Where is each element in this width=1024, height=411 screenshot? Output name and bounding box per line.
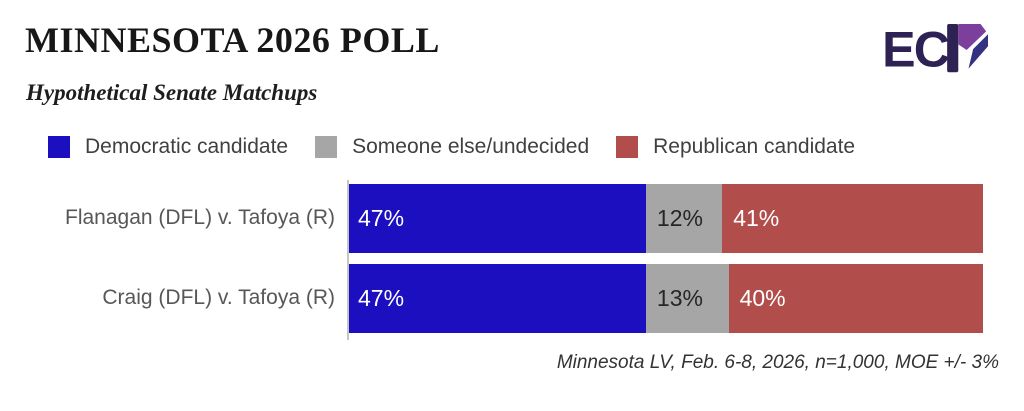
legend-swatch [48,135,70,158]
chart-rows: Flanagan (DFL) v. Tafoya (R) 47% 12% 41% Cra… [0,183,1024,333]
bar-value-label: 47% [358,204,405,231]
legend-item: Republican candidate [616,135,856,159]
page-subtitle: Hypothetical Senate Matchups [26,80,318,106]
chart-axis-line [347,179,349,340]
stacked-bar: 47% 12% 41% [347,183,983,253]
bar-row-label: Craig (DFL) v. Tafoya (R) [102,286,335,310]
bar-value-label: 12% [656,204,703,231]
ecp-logo: EC [882,22,990,78]
bar-value-label: 47% [358,284,405,311]
bar-segment-republican-candidate: 41% [722,183,983,253]
bar-value-label: 41% [733,204,780,231]
legend-swatch [315,135,338,158]
legend-swatch [616,135,639,158]
bar-value-label: 40% [739,284,786,311]
bar-segment-someone-else-undecided: 13% [645,263,729,333]
bar-row: Craig (DFL) v. Tafoya (R) 47% 13% 40% [0,263,1024,333]
legend-label: Someone else/undecided [352,135,590,159]
legend-label: Democratic candidate [85,135,289,159]
stacked-bar: 47% 13% 40% [347,263,983,333]
bar-value-label: 13% [656,284,703,311]
bar-row-label: Flanagan (DFL) v. Tafoya (R) [65,206,335,230]
source-note: Minnesota LV, Feb. 6-8, 2026, n=1,000, M… [556,351,999,373]
bar-segment-democratic-candidate: 47% [347,183,646,253]
legend: Democratic candidate Someone else/undecid… [48,135,1024,159]
logo-p-mark [947,24,988,73]
chart: Flanagan (DFL) v. Tafoya (R) 47% 12% 41% Cra… [0,179,1024,340]
ecp-logo-svg: EC [882,22,988,78]
bar-segment-republican-candidate: 40% [728,263,983,333]
bar-segment-someone-else-undecided: 12% [645,183,723,253]
logo-ec-text: EC [882,24,949,76]
bar-segment-democratic-candidate: 47% [347,263,646,333]
legend-label: Republican candidate [653,135,856,159]
page-title: MINNESOTA 2026 POLL [25,20,440,60]
bar-row: Flanagan (DFL) v. Tafoya (R) 47% 12% 41% [0,183,1024,253]
legend-item: Someone else/undecided [315,135,590,159]
legend-item: Democratic candidate [48,135,289,159]
